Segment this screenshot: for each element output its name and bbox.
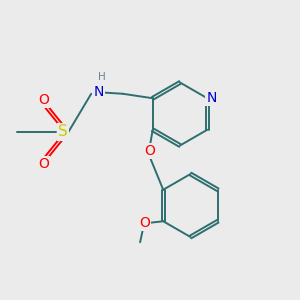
Text: N: N <box>207 91 217 105</box>
Text: O: O <box>139 216 150 230</box>
Text: O: O <box>38 93 49 106</box>
Text: H: H <box>98 72 106 82</box>
Text: O: O <box>38 158 49 171</box>
Text: O: O <box>144 144 155 158</box>
Text: N: N <box>94 85 104 99</box>
Text: S: S <box>58 124 68 140</box>
